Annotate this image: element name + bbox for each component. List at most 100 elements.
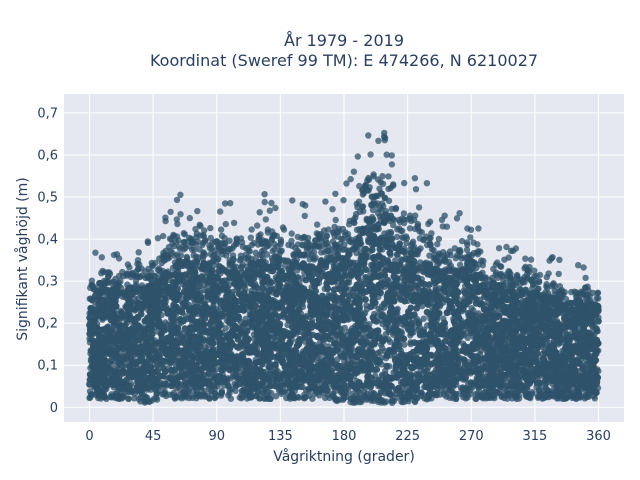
scatter-point [208, 245, 215, 252]
scatter-point [385, 185, 392, 193]
scatter-point [343, 180, 350, 187]
scatter-point [425, 220, 432, 228]
scatter-point [296, 251, 304, 258]
scatter-point [188, 239, 195, 246]
scatter-point [379, 173, 386, 180]
scatter-point [298, 235, 305, 242]
scatter-point [194, 207, 201, 215]
scatter-point [272, 393, 280, 400]
scatter-point [340, 197, 347, 204]
scatter-point [309, 395, 316, 402]
scatter-point [582, 274, 589, 282]
scatter-point [388, 161, 396, 168]
scatter-point [252, 249, 259, 256]
scatter-point [388, 397, 395, 405]
scatter-point [221, 200, 229, 207]
scatter-point [291, 251, 299, 258]
scatter-point [464, 334, 471, 341]
scatter-point [347, 175, 354, 183]
scatter-point [88, 277, 96, 284]
scatter-point [443, 223, 451, 230]
scatter-point [548, 255, 555, 262]
scatter-point [393, 233, 401, 241]
chart-title-line1: År 1979 - 2019 [284, 31, 404, 50]
scatter-point [435, 235, 443, 243]
scatter-point [217, 226, 225, 233]
scatter-point [383, 151, 390, 158]
scatter-point [318, 237, 325, 244]
scatter-point [346, 221, 353, 228]
scatter-point [505, 254, 512, 261]
scatter-point [302, 202, 309, 209]
scatter-point [359, 187, 366, 194]
scatter-point [376, 213, 384, 220]
scatter-point [426, 252, 433, 259]
scatter-point [182, 244, 189, 252]
scatter-point [394, 305, 401, 313]
scatter-point [262, 216, 269, 223]
scatter-point [478, 257, 485, 264]
scatter-point [388, 391, 396, 398]
scatter-point [144, 238, 151, 245]
scatter-point [230, 219, 238, 227]
scatter-point [362, 181, 369, 189]
scatter-point [575, 262, 582, 269]
scatter-point [104, 269, 111, 276]
scatter-point [501, 394, 508, 402]
scatter-point [322, 198, 329, 205]
scatter-point [438, 216, 446, 223]
scatter-point [395, 225, 403, 232]
scatter-points [86, 129, 602, 406]
scatter-point [326, 394, 333, 402]
scatter-point [456, 210, 463, 217]
scatter-point [299, 242, 306, 249]
scatter-point [392, 204, 400, 212]
scatter-point [443, 267, 450, 275]
scatter-point [355, 198, 363, 205]
scatter-point [395, 216, 403, 224]
scatter-point [369, 394, 377, 401]
scatter-point [329, 206, 336, 213]
scatter-point [302, 393, 309, 401]
scatter-point [497, 263, 505, 270]
scatter-point [177, 211, 184, 218]
scatter-point [351, 219, 358, 227]
scatter-point [210, 251, 218, 259]
scatter-point [213, 392, 220, 400]
scatter-point [175, 243, 183, 250]
scatter-point [419, 391, 426, 398]
scatter-point [218, 232, 226, 239]
scatter-point [503, 243, 510, 251]
scatter-point [527, 256, 535, 263]
scatter-point [264, 241, 271, 248]
scatter-point [323, 388, 330, 395]
scatter-point [426, 235, 433, 242]
scatter-point [256, 209, 263, 216]
scatter-point [289, 197, 296, 204]
scatter-point [371, 193, 379, 201]
scatter-point [283, 394, 290, 402]
scatter-point [321, 394, 329, 402]
scatter-point [495, 245, 503, 252]
scatter-point [279, 224, 287, 231]
scatter-point [359, 203, 367, 210]
scatter-point [584, 391, 591, 399]
scatter-point [254, 222, 261, 229]
scatter-point [453, 215, 461, 222]
scatter-point [174, 220, 181, 228]
scatter-point [207, 224, 214, 232]
scatter-point [401, 179, 408, 187]
scatter-point [591, 395, 598, 402]
chart-title-line2: Koordinat (Sweref 99 TM): E 474266, N 62… [150, 51, 538, 70]
scatter-point [347, 395, 354, 402]
scatter-point [509, 247, 517, 254]
scatter-point [222, 220, 229, 228]
scatter-point [344, 279, 351, 286]
scatter-point [531, 267, 538, 274]
scatter-point [411, 175, 419, 182]
scatter-point [409, 392, 417, 399]
scatter-point [494, 274, 501, 281]
scatter-point [278, 247, 285, 254]
scatter-point [364, 187, 372, 194]
